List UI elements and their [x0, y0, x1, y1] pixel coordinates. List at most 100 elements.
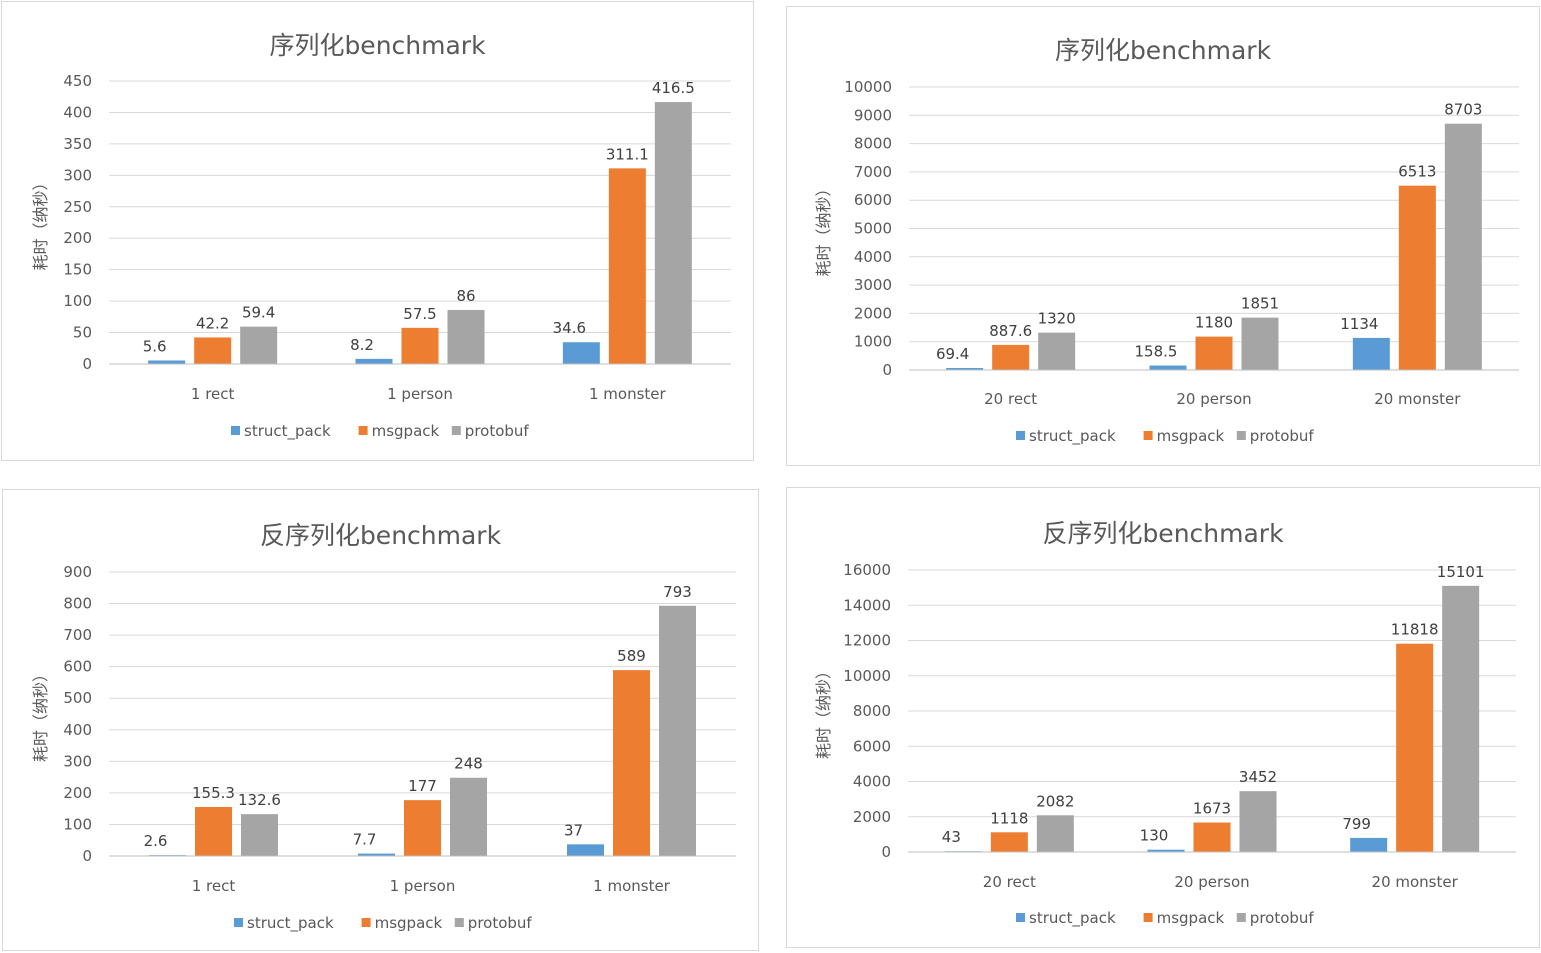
y-tick-label: 0	[82, 847, 92, 865]
legend-label-protobuf: protobuf	[465, 422, 530, 440]
bar-protobuf	[1241, 317, 1279, 370]
x-category-label: 20 rect	[984, 390, 1037, 408]
legend-label-msgpack: msgpack	[372, 422, 440, 440]
chart-panel-deserialize-batch: 反序列化benchmark 0 2000 4000 6000 8000 10000 12000…	[786, 487, 1540, 948]
chart-title: 反序列化benchmark	[260, 521, 502, 550]
data-label: 8.2	[350, 336, 374, 354]
y-tick-label: 10000	[844, 78, 892, 96]
bar-struct_pack	[1149, 365, 1187, 370]
data-label: 1134	[1340, 315, 1378, 333]
data-label: 589	[617, 647, 646, 665]
bar-msgpack	[1396, 643, 1434, 852]
data-label: 69.4	[936, 345, 969, 363]
legend-swatch-msgpack	[1143, 431, 1153, 440]
chart-panel-deserialize-single: 反序列化benchmark 0 100 200 300 400 500 600 700 800 90…	[2, 489, 759, 951]
x-category-label: 1 person	[387, 385, 453, 403]
data-label: 42.2	[196, 314, 229, 332]
chart-panel-serialize-batch: 序列化benchmark 0 1000 2000 3000 4000 5000 6000 700…	[786, 6, 1540, 466]
bar-struct_pack	[1350, 837, 1388, 852]
data-label: 3452	[1239, 768, 1277, 786]
data-label: 158.5	[1135, 343, 1178, 361]
data-label: 15101	[1437, 563, 1485, 581]
y-tick-label: 0	[82, 355, 92, 373]
chart-deserialize-single: 反序列化benchmark 0 100 200 300 400 500 600 700 800 90…	[31, 521, 736, 933]
bar-struct_pack	[567, 844, 604, 856]
legend-swatch-protobuf	[454, 918, 464, 927]
y-tick-label: 900	[63, 563, 92, 581]
x-category-label: 1 rect	[192, 877, 236, 895]
y-tick-label: 6000	[854, 191, 892, 209]
data-label: 7.7	[353, 831, 377, 849]
data-label: 311.1	[606, 145, 649, 163]
bar-msgpack	[613, 670, 650, 856]
legend-swatch-protobuf	[451, 426, 461, 435]
bar-protobuf	[659, 605, 696, 856]
x-category-label: 1 rect	[191, 385, 235, 403]
y-tick-label: 400	[63, 721, 92, 739]
bar-struct_pack	[1147, 849, 1185, 852]
legend-label-msgpack: msgpack	[375, 914, 443, 932]
bar-msgpack	[992, 344, 1030, 370]
legend-swatch-msgpack	[358, 426, 368, 435]
data-label: 1851	[1241, 295, 1279, 313]
chart-deserialize-batch: 反序列化benchmark 0 2000 4000 6000 8000 10000 12000…	[814, 519, 1516, 928]
bar-struct_pack	[946, 368, 984, 370]
x-category-label: 1 monster	[589, 385, 667, 403]
chart-title: 反序列化benchmark	[1042, 519, 1284, 548]
y-tick-label: 350	[63, 135, 92, 153]
chart-serialize-single: 序列化benchmark 0 50 100 150 200 250 300 350 400 450 耗…	[31, 31, 731, 441]
bar-msgpack	[195, 806, 232, 856]
y-tick-label: 300	[63, 752, 92, 770]
chart-panel-serialize-single: 序列化benchmark 0 50 100 150 200 250 300 350 400 450 耗…	[1, 1, 754, 461]
y-tick-label: 1000	[854, 333, 892, 351]
y-tick-label: 14000	[843, 596, 891, 614]
bar-msgpack	[194, 337, 232, 364]
legend: struct_pack msgpack protobuf	[1016, 909, 1314, 928]
x-category-label: 20 person	[1176, 390, 1251, 408]
bar-protobuf	[450, 777, 487, 856]
bar-protobuf	[240, 326, 278, 364]
y-tick-label: 150	[63, 261, 92, 279]
data-label: 37	[564, 821, 583, 839]
data-label: 1118	[990, 809, 1028, 827]
data-label: 177	[408, 777, 437, 795]
x-category-label: 20 monster	[1374, 390, 1461, 408]
data-label: 11818	[1391, 621, 1439, 639]
legend-label-protobuf: protobuf	[1250, 909, 1315, 927]
y-tick-label: 2000	[854, 304, 892, 322]
legend-swatch-struct_pack	[234, 918, 243, 927]
bar-msgpack	[1195, 336, 1233, 370]
chart-title: 序列化benchmark	[269, 31, 486, 60]
bar-msgpack	[608, 168, 646, 364]
data-label: 130	[1140, 827, 1169, 845]
x-category-label: 20 rect	[983, 873, 1036, 891]
y-tick-label: 7000	[854, 163, 892, 181]
y-tick-label: 8000	[854, 135, 892, 153]
legend-swatch-msgpack	[361, 918, 371, 927]
y-tick-label: 100	[63, 815, 92, 833]
legend-swatch-struct_pack	[1016, 913, 1025, 922]
y-tick-label: 0	[881, 843, 891, 861]
data-label: 132.6	[238, 791, 281, 809]
y-tick-label: 5000	[854, 220, 892, 238]
data-label: 34.6	[553, 319, 586, 337]
data-label: 1673	[1193, 800, 1231, 818]
y-tick-label: 4000	[853, 773, 891, 791]
data-label: 59.4	[242, 304, 275, 322]
chart-serialize-batch: 序列化benchmark 0 1000 2000 3000 4000 5000 6000 700…	[814, 36, 1519, 446]
bar-protobuf	[1038, 332, 1076, 370]
y-tick-label: 50	[73, 324, 92, 342]
x-category-label: 1 monster	[593, 877, 671, 895]
data-label: 43	[942, 828, 961, 846]
data-label: 793	[663, 583, 692, 601]
y-tick-label: 250	[63, 198, 92, 216]
y-tick-label: 200	[63, 784, 92, 802]
x-category-label: 1 person	[390, 877, 456, 895]
bar-struct_pack	[148, 360, 186, 364]
legend-swatch-struct_pack	[1016, 431, 1025, 440]
data-label: 248	[454, 755, 483, 773]
y-axis-label: 耗时（纳秒）	[814, 663, 833, 759]
data-label: 799	[1342, 815, 1371, 833]
legend: struct_pack msgpack protobuf	[231, 422, 529, 441]
legend-label-protobuf: protobuf	[468, 914, 533, 932]
